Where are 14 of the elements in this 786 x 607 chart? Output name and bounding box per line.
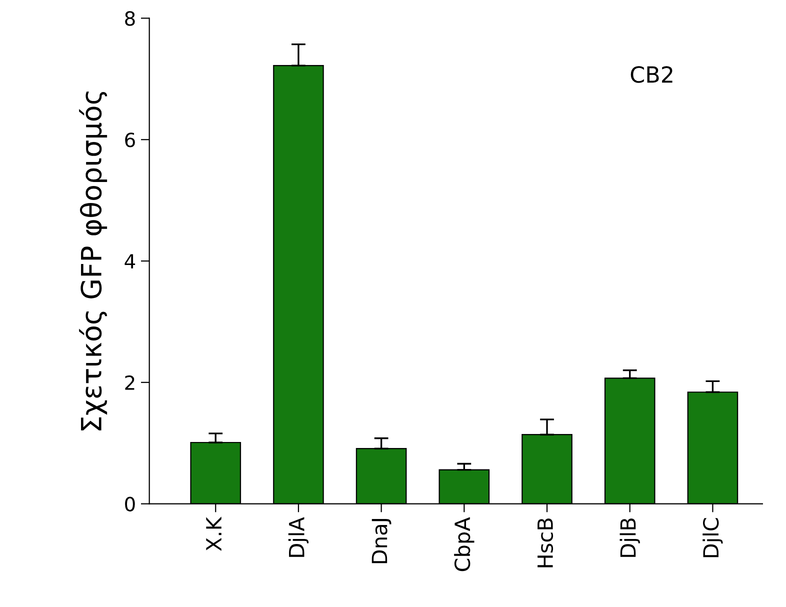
y-tick-label: 0 xyxy=(125,496,135,512)
y-tick-label: 4 xyxy=(124,254,136,268)
y-axis-title: Σχετικός GFP φθορισμός xyxy=(79,92,108,430)
y-tick-label: 2 xyxy=(125,375,134,390)
y-tick-label: 6 xyxy=(125,132,135,148)
y-tick-label: 8 xyxy=(125,11,135,26)
x-tick-label: CbpA xyxy=(454,517,474,572)
x-tick-label: DjlA xyxy=(288,517,309,557)
x-tick-label: Χ.Κ xyxy=(206,516,222,551)
x-tick-label: DjlB xyxy=(620,518,640,557)
x-tick-label: HscB xyxy=(538,518,554,568)
annotation: CB2 xyxy=(630,66,672,83)
x-tick-label: DnaJ xyxy=(372,519,392,564)
x-tick-label: DjlC xyxy=(702,518,723,558)
